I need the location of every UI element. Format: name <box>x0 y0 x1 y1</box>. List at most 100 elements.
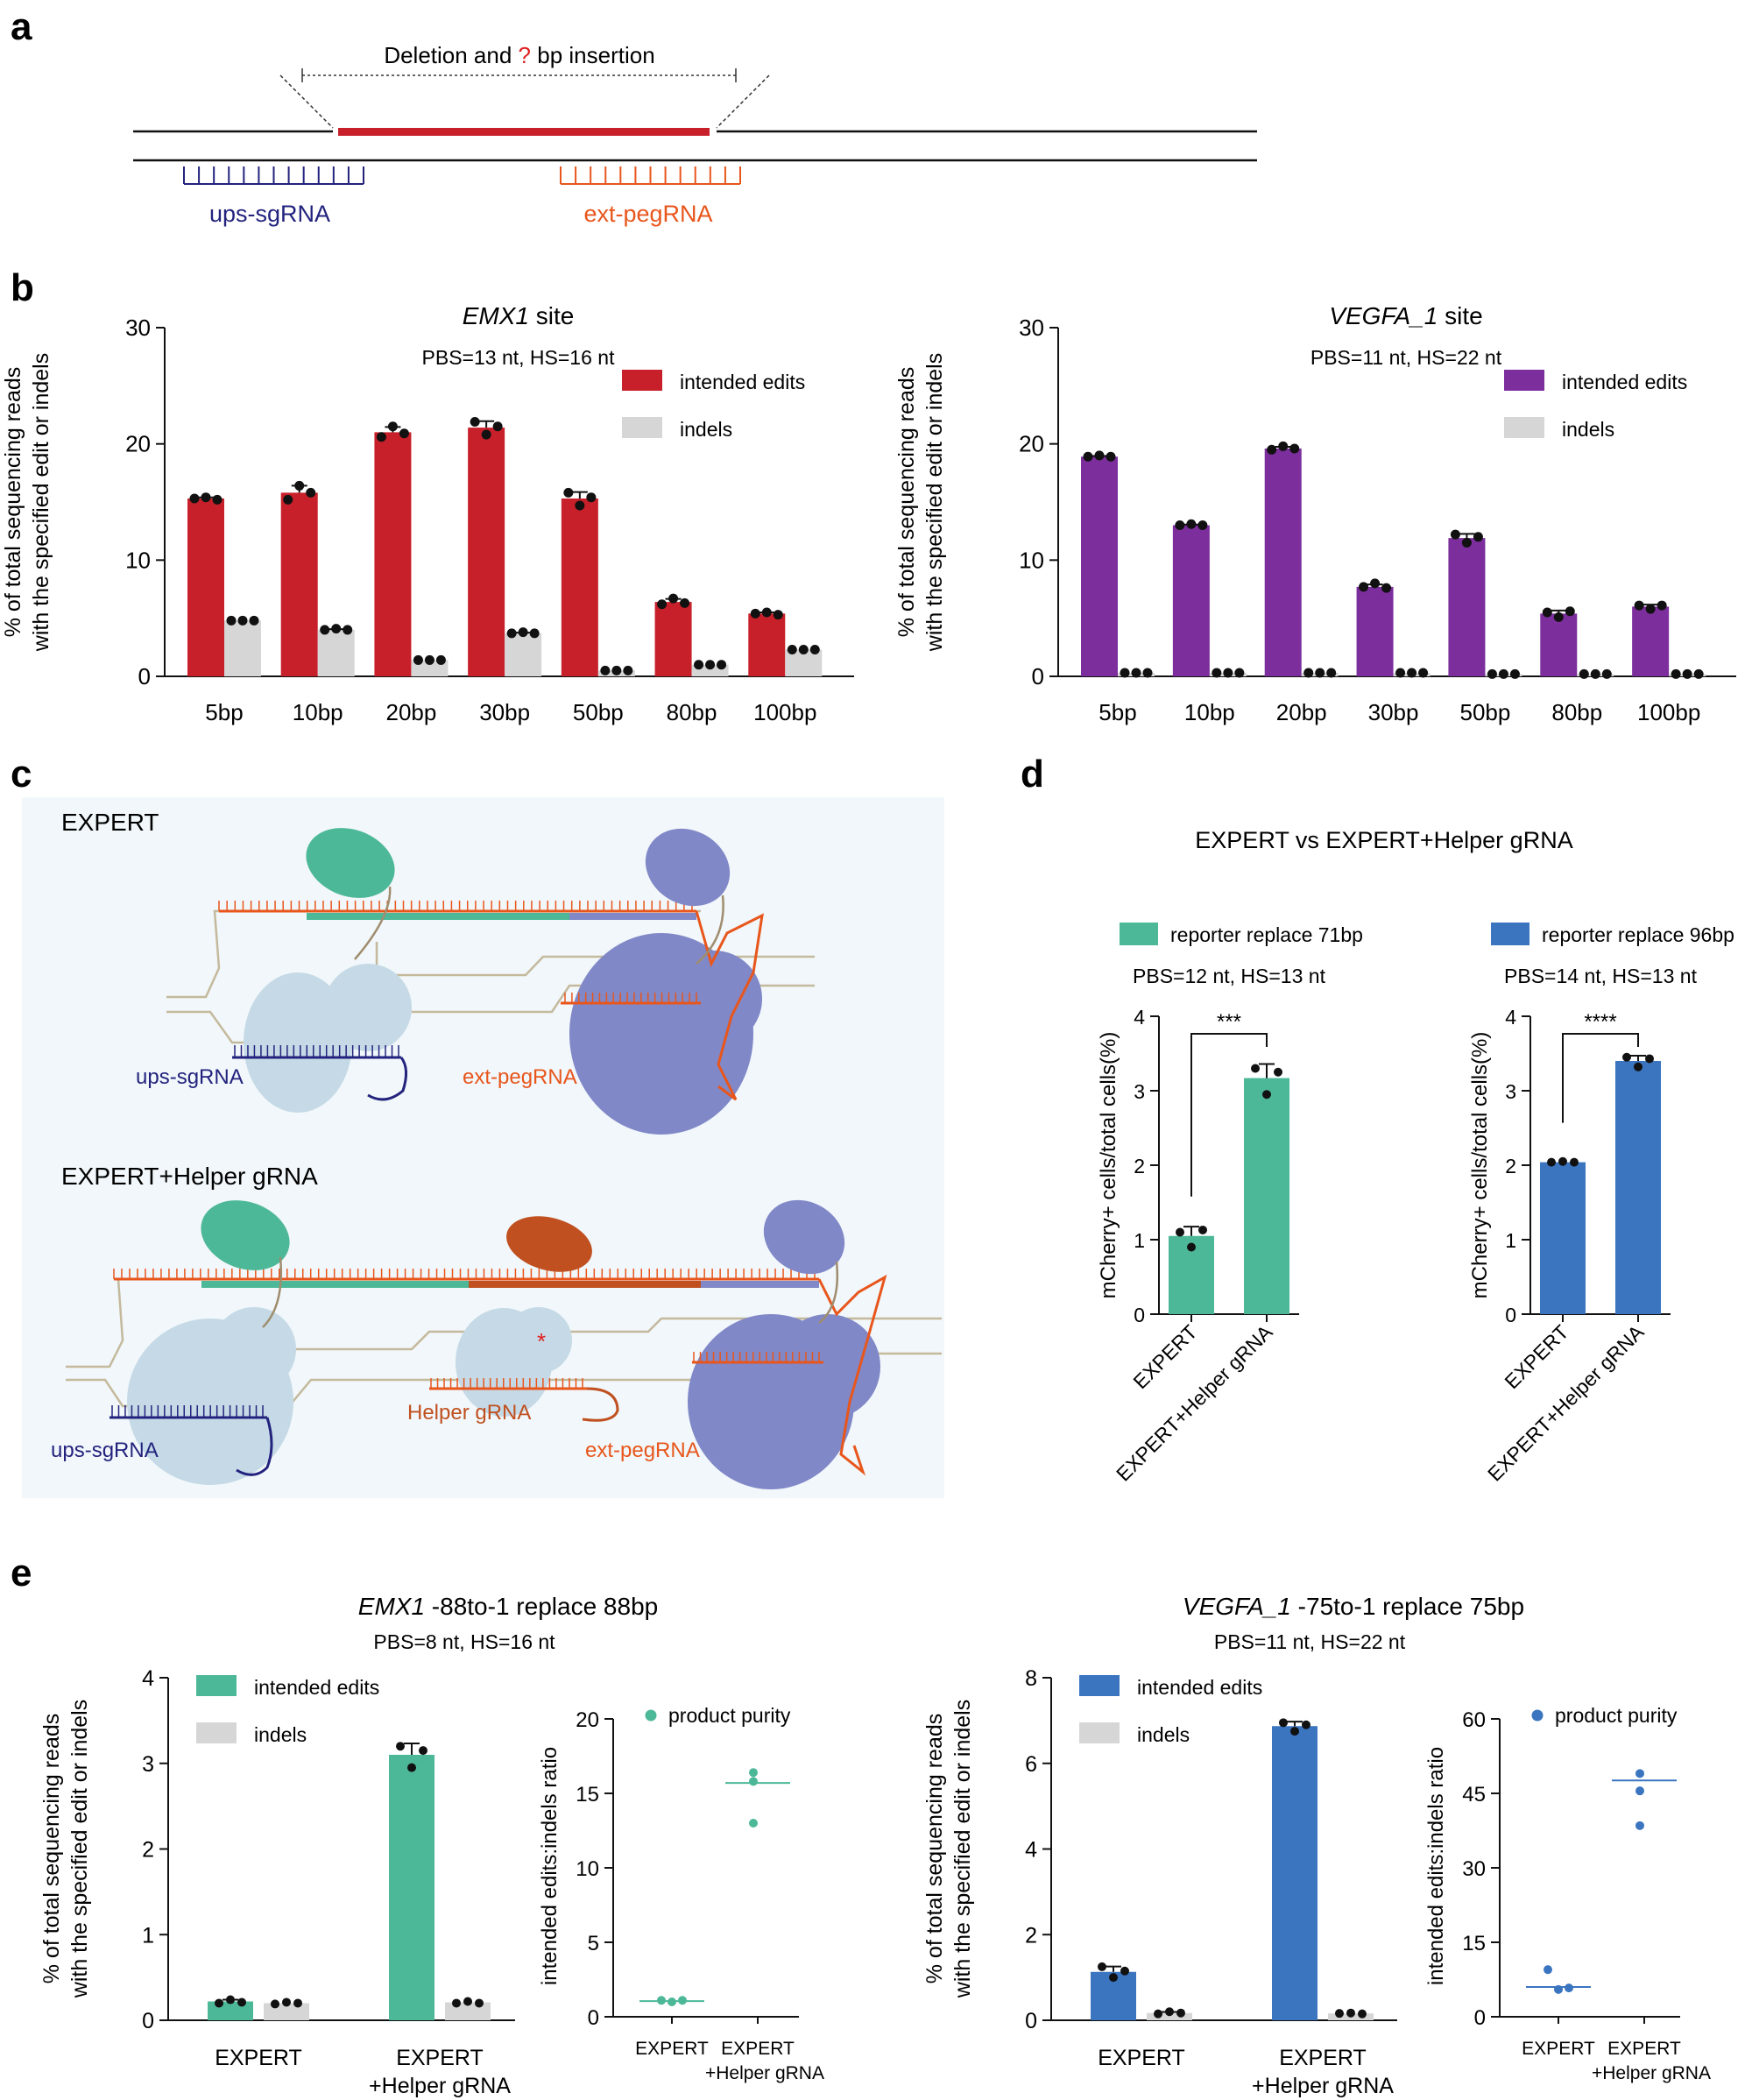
panel-letter-a: a <box>11 5 32 48</box>
nick-star: * <box>537 1328 546 1354</box>
y-axis-label: mCherry+ cells/total cells(%) <box>1468 1032 1492 1299</box>
expert-helper-title: EXPERT+Helper gRNA <box>61 1163 318 1190</box>
bar <box>1615 1061 1661 1314</box>
bar-intended <box>561 498 598 676</box>
replicate-point <box>1565 606 1575 617</box>
bar-intended <box>1172 525 1210 676</box>
x-tick-label: 10bp <box>293 699 343 725</box>
y-axis-label-line: with the specified edit or indels <box>922 353 947 652</box>
chart-title-italic: EMX1 <box>358 1593 425 1620</box>
x-tick-label: EXPERT <box>1607 2039 1681 2059</box>
x-tick-label: EXPERT+Helper gRNA <box>1112 1320 1277 1486</box>
bar-intended <box>654 602 692 676</box>
x-tick-label: +Helper gRNA <box>369 2074 511 2098</box>
replicate-point <box>1176 1227 1184 1237</box>
replicate-point <box>201 492 211 503</box>
replicate-point <box>399 428 409 439</box>
replicate-point <box>1407 668 1417 678</box>
replicate-point <box>1671 668 1681 679</box>
y-tick-label: 0 <box>1025 2009 1037 2033</box>
x-tick-label: 50bp <box>573 699 624 725</box>
x-tick-label: 5bp <box>1099 699 1136 725</box>
replicate-point <box>705 660 716 670</box>
bar-intended <box>1264 448 1302 676</box>
replicate-point <box>452 1998 461 2008</box>
legend-swatch-intended <box>622 370 662 391</box>
y-tick-label: 5 <box>588 1932 599 1955</box>
bar <box>1540 1162 1586 1314</box>
x-tick-label: EXPERT+Helper gRNA <box>1483 1320 1649 1486</box>
replicate-point <box>1498 668 1508 679</box>
x-tick-label: EXPERT <box>1522 2039 1595 2059</box>
bar-indels <box>1147 2012 1192 2020</box>
replicate-point <box>1570 1157 1579 1167</box>
legend-swatch-indels <box>1079 1722 1120 1743</box>
replicate-point <box>1315 668 1325 678</box>
rt-enzyme-violet-2 <box>763 1199 845 1275</box>
replicate-point <box>212 494 223 505</box>
chart-d-96bp: 0 1 2 3 4 mCherry+ cells/total cells(%) EXPERT… <box>1468 923 1734 1486</box>
x-tick-label: 20bp <box>1276 699 1327 725</box>
x-tick-label: 20bp <box>386 699 437 725</box>
bar-indels <box>505 633 542 676</box>
purity-point <box>749 1768 758 1778</box>
replicate-point <box>1120 1966 1129 1976</box>
replicate-point <box>563 487 574 498</box>
replicate-point <box>343 625 353 635</box>
y-axis-label: intended edits:indels ratio <box>1424 1747 1448 1985</box>
replicate-point <box>1335 2009 1344 2019</box>
replicate-point <box>1601 668 1612 679</box>
replicate-point <box>413 654 423 665</box>
chart-b-emx1: 0 10 20 30 % of total sequencing reads with t… <box>1 302 854 725</box>
legend-label-purity: product purity <box>668 1704 791 1727</box>
y-tick-label: 2 <box>1134 1155 1145 1177</box>
deletion-region <box>338 128 710 136</box>
bar-intended <box>1356 586 1394 676</box>
y-axis-label-line: with the specified edit or indels <box>29 353 53 652</box>
bar-intended <box>374 432 412 676</box>
bar-intended <box>1448 538 1486 676</box>
x-tick-label: EXPERT <box>396 2046 484 2070</box>
chart-title-italic: EMX1 <box>463 302 529 329</box>
y-tick-label: 4 <box>1505 1006 1516 1029</box>
replicate-point <box>1450 529 1460 540</box>
significance-stars: *** <box>1217 1010 1241 1034</box>
purity-point <box>1544 1965 1552 1975</box>
bar-intended <box>1081 456 1118 676</box>
replicate-point <box>761 607 772 618</box>
legend-label-indels: indels <box>254 1723 307 1746</box>
replicate-point <box>773 610 783 620</box>
y-tick-label: 10 <box>1019 547 1044 573</box>
replicate-point <box>1346 2008 1355 2018</box>
bar-intended <box>389 1754 434 2020</box>
replicate-point <box>249 615 259 626</box>
legend-swatch-intended <box>1504 370 1544 391</box>
legend-swatch-purity <box>1531 1709 1544 1722</box>
panel-letter-e: e <box>11 1552 32 1594</box>
purity-point <box>678 1996 687 2005</box>
replicate-point <box>1290 1727 1299 1736</box>
replicate-point <box>1418 668 1429 678</box>
y-axis-label-line: intended edits:indels ratio <box>538 1747 562 1985</box>
y-tick-label: 8 <box>1025 1666 1037 1691</box>
chart-d-71bp: 0 1 2 3 4 mCherry+ cells/total cells(%) EXPERT… <box>1097 923 1363 1486</box>
x-tick-label: 80bp <box>1551 699 1602 725</box>
replicate-point <box>1278 441 1289 451</box>
y-axis-label: % of total sequencing reads with the spec… <box>894 353 947 652</box>
replicate-point <box>600 665 611 675</box>
legend-label-indels: indels <box>680 418 732 441</box>
replicate-point <box>694 660 704 670</box>
deletion-insertion-title: Deletion and ? bp insertion <box>384 42 654 68</box>
replicate-point <box>237 615 248 626</box>
rt-enzyme-violet <box>645 828 731 907</box>
panel-d-title: EXPERT vs EXPERT+Helper gRNA <box>1195 827 1572 853</box>
rt-enzyme-teal-2 <box>201 1200 290 1270</box>
replicate-point <box>481 429 491 440</box>
replicate-point <box>226 615 237 626</box>
y-axis-label-line: % of total sequencing reads <box>922 1714 947 1984</box>
y-tick-label: 3 <box>1505 1080 1516 1103</box>
y-tick-label: 4 <box>1025 1838 1037 1863</box>
y-tick-label: 4 <box>142 1666 154 1691</box>
replicate-point <box>1553 612 1564 622</box>
replicate-point <box>586 492 597 503</box>
